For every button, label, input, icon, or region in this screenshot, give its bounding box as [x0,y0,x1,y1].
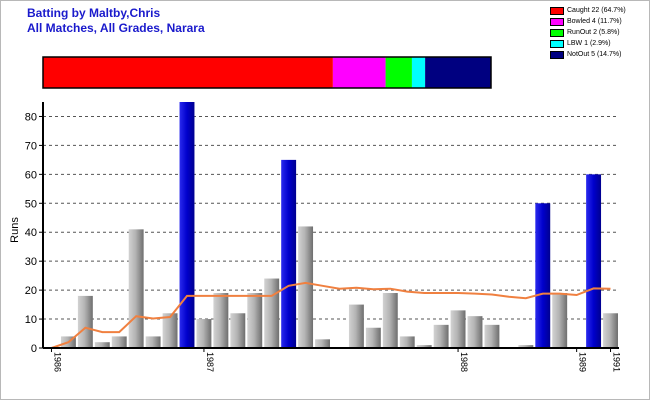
y-tick-label: 20 [25,285,37,297]
bar-not-out [586,174,602,348]
x-tick-label: 1988 [459,352,469,372]
legend-swatch [550,28,564,37]
bar-out [77,295,93,348]
bar-out [230,313,246,348]
bar-not-out [535,203,551,348]
bar-out [111,336,127,348]
legend-swatch [550,39,564,48]
bar-out [264,278,280,348]
bar-out [196,319,212,348]
dismissal-stacked-bar [42,56,492,89]
legend-label: Bowled 4 (11.7%) [567,18,622,25]
stack-segment-runout [385,57,412,88]
y-tick-label: 70 [25,140,37,152]
stack-segment-lbw [411,57,426,88]
average-line-layer [51,281,611,349]
legend-item-notout: NotOut 5 (14.7%) [550,49,626,60]
bar-out [247,293,263,348]
bar-out [484,324,500,348]
legend-swatch [550,6,564,15]
bar-not-out [281,159,297,348]
bar-out [399,336,415,348]
y-tick-label: 80 [25,111,37,123]
x-tick-label: 1989 [578,352,588,372]
chart-title: Batting by Maltby,Chris [27,6,161,20]
y-tick-label: 50 [25,198,37,210]
bar-out [365,327,381,348]
axes: 0 10 20 30 40 50 60 70 80 1986 1987 1988 1989 1991 [25,102,622,372]
bar-out [162,313,178,348]
stack-outline [42,56,492,89]
y-tick-label: 0 [31,343,37,355]
legend-item-caught: Caught 22 (64.7%) [550,5,626,16]
bar-out [94,342,110,348]
legend-item-runout: RunOut 2 (5.8%) [550,27,626,38]
x-tick-label: 1986 [52,352,62,372]
bar-not-out [179,102,195,348]
bar-out [145,336,161,348]
legend: Caught 22 (64.7%) Bowled 4 (11.7%) RunOu… [550,5,626,60]
average-line [51,281,611,349]
bar-out [433,324,449,348]
bar-out [552,293,568,348]
bars [60,102,618,348]
legend-label: RunOut 2 (5.8%) [567,29,620,36]
y-tick-label: 10 [25,314,37,326]
x-tick-label: 1987 [205,352,215,372]
y-tick-label: 60 [25,169,37,181]
x-tick-label: 1991 [612,352,622,372]
bar-out [603,313,618,348]
legend-swatch [550,50,564,59]
bar-out [450,310,466,348]
legend-label: LBW 1 (2.9%) [567,40,611,47]
stack-segment-caught [43,57,333,88]
bar-out [467,316,483,348]
legend-label: Caught 22 (64.7%) [567,7,626,14]
legend-label: NotOut 5 (14.7%) [567,51,622,58]
bar-out [315,339,330,348]
chart-subtitle: All Matches, All Grades, Narara [27,21,205,35]
y-axis-label: Runs [9,217,21,243]
stack-segment-bowled [332,57,386,88]
y-tick-label: 40 [25,227,37,239]
bar-out [518,345,534,348]
bar-out [416,345,432,348]
bar-out [128,229,144,348]
bar-out [348,304,364,348]
stack-segment-notout [425,57,491,88]
legend-item-lbw: LBW 1 (2.9%) [550,38,626,49]
bar-out [213,293,229,348]
legend-swatch [550,17,564,26]
legend-item-bowled: Bowled 4 (11.7%) [550,16,626,27]
bar-out [382,293,398,348]
bar-out [298,226,314,348]
y-tick-label: 30 [25,256,37,268]
